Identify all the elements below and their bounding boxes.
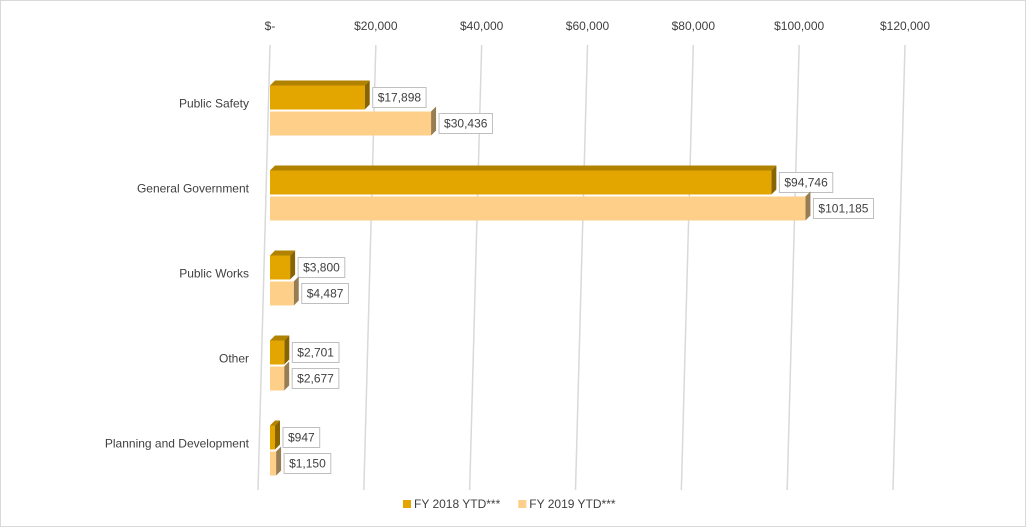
grid-line bbox=[786, 44, 800, 491]
bar-side bbox=[276, 446, 282, 476]
bar bbox=[270, 366, 285, 391]
legend-swatch bbox=[518, 500, 527, 508]
data-label: $2,677 bbox=[297, 372, 334, 386]
x-tick-label: $40,000 bbox=[460, 19, 504, 33]
bar-side bbox=[805, 191, 811, 221]
bar bbox=[270, 281, 294, 306]
y-tick-label: Public Works bbox=[179, 267, 249, 281]
data-label-box bbox=[297, 257, 346, 278]
y-tick-label: General Government bbox=[137, 182, 250, 196]
x-tick-label: $60,000 bbox=[566, 19, 610, 33]
data-label: $101,185 bbox=[818, 202, 868, 216]
bar bbox=[270, 425, 276, 450]
y-tick-label: Public Safety bbox=[179, 97, 249, 111]
data-label-box bbox=[291, 342, 340, 363]
bar-side bbox=[771, 165, 777, 195]
data-label: $947 bbox=[288, 431, 315, 445]
data-label-box bbox=[301, 283, 349, 304]
bar bbox=[270, 85, 365, 110]
legend-label: FY 2019 YTD*** bbox=[529, 497, 616, 511]
bar bbox=[270, 451, 277, 476]
bar-top bbox=[270, 80, 370, 86]
data-label: $94,746 bbox=[784, 176, 828, 190]
data-label: $1,150 bbox=[289, 457, 326, 471]
data-label-box bbox=[372, 87, 427, 108]
x-tick-label: $80,000 bbox=[672, 19, 716, 33]
data-label: $4,487 bbox=[307, 287, 344, 301]
bar bbox=[270, 111, 432, 136]
data-label: $2,701 bbox=[297, 346, 334, 360]
bar-top bbox=[270, 165, 777, 171]
bar bbox=[270, 170, 772, 195]
y-tick-label: Other bbox=[219, 352, 249, 366]
legend-swatch bbox=[403, 500, 411, 508]
x-tick-label: $100,000 bbox=[774, 19, 824, 33]
grid-line bbox=[680, 44, 695, 491]
data-label-box bbox=[812, 198, 874, 219]
bar bbox=[270, 340, 285, 365]
data-label: $3,800 bbox=[303, 261, 340, 275]
bar-top bbox=[270, 335, 290, 341]
data-label-box bbox=[291, 368, 340, 389]
bar-side bbox=[284, 361, 290, 391]
data-label: $30,436 bbox=[444, 117, 488, 131]
grid-line bbox=[574, 44, 589, 491]
bar-top bbox=[270, 250, 296, 256]
bar-side bbox=[364, 80, 370, 110]
x-tick-label: $- bbox=[265, 19, 276, 33]
grid-line bbox=[257, 44, 271, 491]
y-tick-label: Planning and Development bbox=[105, 437, 250, 451]
data-label-box bbox=[438, 113, 493, 134]
data-label-box bbox=[778, 172, 834, 193]
legend-label: FY 2018 YTD*** bbox=[414, 497, 501, 511]
bar-side bbox=[293, 276, 299, 306]
grid-line bbox=[892, 44, 906, 491]
data-label: $17,898 bbox=[378, 91, 422, 105]
bar-side bbox=[290, 250, 296, 280]
bar-side bbox=[284, 335, 290, 365]
data-label-box bbox=[282, 427, 321, 448]
bar bbox=[270, 255, 291, 280]
x-tick-label: $20,000 bbox=[354, 19, 398, 33]
bar-side bbox=[275, 420, 281, 450]
x-tick-label: $120,000 bbox=[880, 19, 930, 33]
bar-side bbox=[431, 106, 437, 136]
data-label-box bbox=[283, 453, 332, 474]
bar bbox=[270, 196, 806, 221]
bar-top bbox=[270, 420, 281, 426]
